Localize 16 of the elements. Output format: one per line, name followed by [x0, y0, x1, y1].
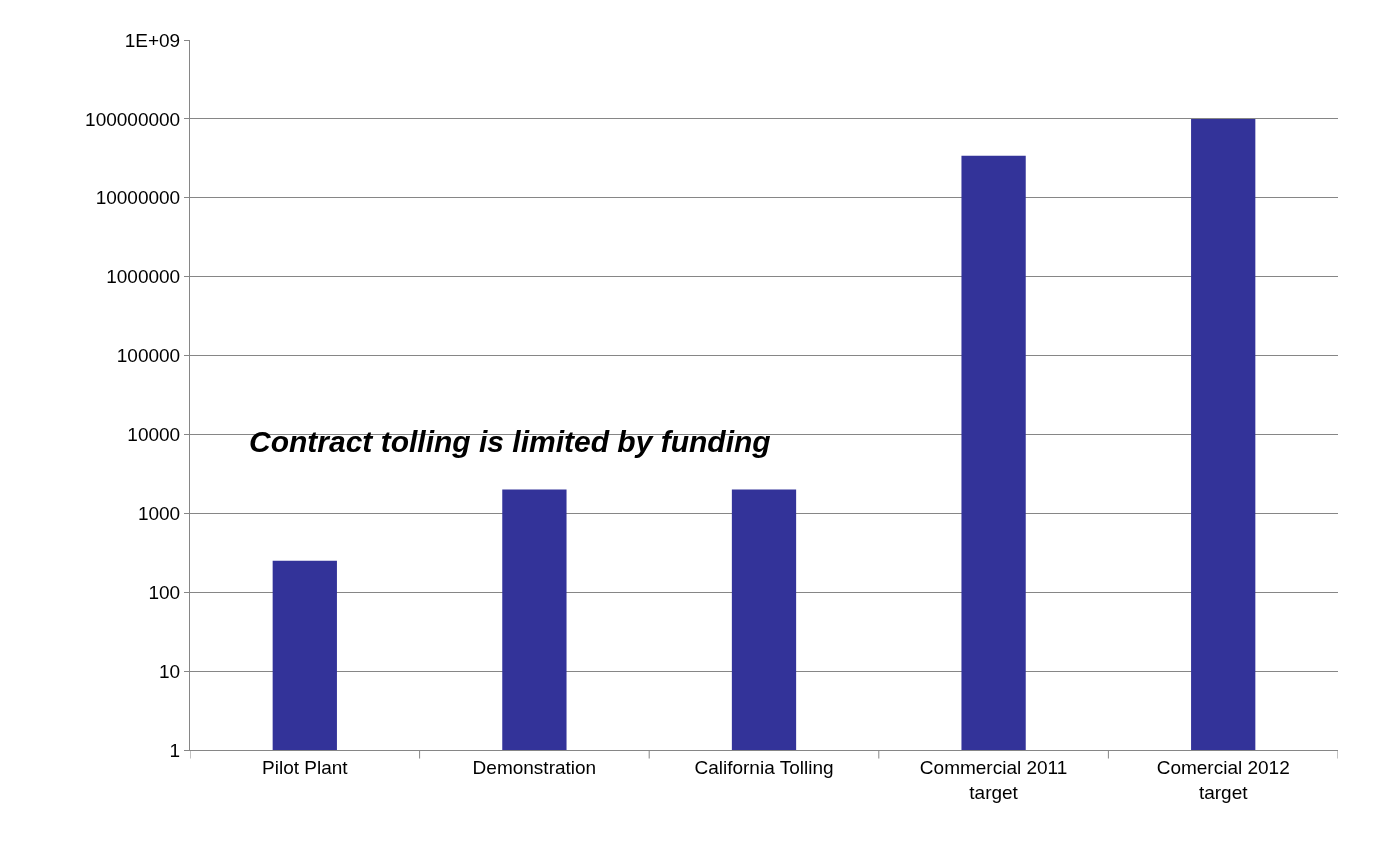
x-tick-label: Pilot Plant	[262, 756, 349, 778]
y-tick-label: 10000000	[95, 187, 181, 209]
x-tick-label: Comercial 2012 target	[1156, 756, 1290, 803]
x-tick-label: California Tolling	[694, 756, 834, 778]
x-tick-label: Commercial 2011 target	[919, 756, 1068, 803]
y-tick-label: 1	[169, 739, 181, 761]
annotation: Contract tolling is limited by funding	[249, 425, 771, 458]
y-tick-label: 10000	[127, 424, 181, 446]
y-tick-label: 100000	[116, 345, 181, 367]
x-tick-label: Demonstration	[472, 756, 597, 778]
y-tick-label: 1000	[137, 502, 181, 524]
y-tick-label: 100	[148, 581, 181, 603]
y-tick-label: 10	[159, 660, 181, 682]
y-tick-label: 1000000	[106, 266, 181, 288]
y-tick-label: 100000000	[85, 108, 181, 130]
y-tick-label: 1E+09	[124, 29, 181, 51]
